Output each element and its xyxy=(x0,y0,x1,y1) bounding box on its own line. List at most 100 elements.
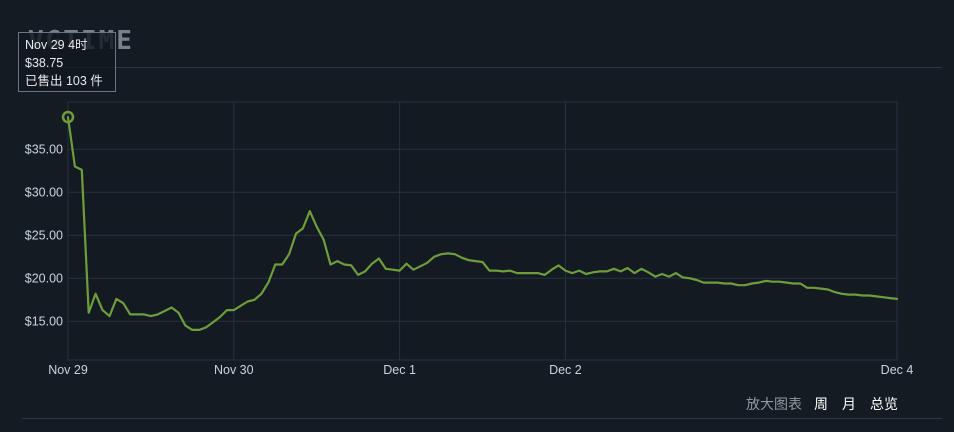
data-point[interactable] xyxy=(431,254,437,260)
data-point[interactable] xyxy=(279,262,285,268)
data-point[interactable] xyxy=(860,293,866,299)
data-point[interactable] xyxy=(694,277,700,283)
data-point[interactable] xyxy=(445,250,451,256)
data-point[interactable] xyxy=(687,275,693,281)
data-point[interactable] xyxy=(480,259,486,265)
zoom-week-button[interactable]: 周 xyxy=(814,396,828,412)
data-point[interactable] xyxy=(804,285,810,291)
data-point[interactable] xyxy=(466,257,472,263)
data-point[interactable] xyxy=(397,268,403,274)
data-point[interactable] xyxy=(424,260,430,266)
data-point[interactable] xyxy=(486,268,492,274)
data-point[interactable] xyxy=(148,313,154,319)
data-point[interactable] xyxy=(597,268,603,274)
data-point[interactable] xyxy=(542,272,548,278)
data-point[interactable] xyxy=(611,266,617,272)
data-point[interactable] xyxy=(549,267,555,273)
data-point[interactable] xyxy=(86,310,92,316)
data-point[interactable] xyxy=(72,164,78,170)
data-point[interactable] xyxy=(666,274,672,280)
data-point[interactable] xyxy=(293,231,299,237)
data-point[interactable] xyxy=(659,271,665,277)
data-point[interactable] xyxy=(708,280,714,286)
data-point[interactable] xyxy=(383,266,389,272)
data-point[interactable] xyxy=(100,307,106,313)
data-point[interactable] xyxy=(176,310,182,316)
data-point[interactable] xyxy=(562,268,568,274)
data-point[interactable] xyxy=(866,293,872,299)
data-point[interactable] xyxy=(887,295,893,301)
data-point[interactable] xyxy=(625,265,631,271)
data-point[interactable] xyxy=(680,274,686,280)
data-point[interactable] xyxy=(217,314,223,320)
data-point[interactable] xyxy=(224,307,230,313)
data-point[interactable] xyxy=(797,281,803,287)
data-point[interactable] xyxy=(120,300,126,306)
data-point[interactable] xyxy=(528,270,534,276)
data-point[interactable] xyxy=(735,282,741,288)
data-point[interactable] xyxy=(473,258,479,264)
data-point[interactable] xyxy=(134,311,140,317)
data-point[interactable] xyxy=(493,268,499,274)
data-point[interactable] xyxy=(832,289,838,295)
zoom-month-button[interactable]: 月 xyxy=(842,396,856,412)
data-point[interactable] xyxy=(169,305,175,311)
data-point[interactable] xyxy=(182,323,188,329)
data-point[interactable] xyxy=(825,287,831,293)
data-point[interactable] xyxy=(245,299,251,305)
data-point[interactable] xyxy=(321,237,327,243)
data-point[interactable] xyxy=(238,303,244,309)
data-point[interactable] xyxy=(770,279,776,285)
data-point[interactable] xyxy=(556,262,562,268)
data-point[interactable] xyxy=(749,281,755,287)
data-point[interactable] xyxy=(362,268,368,274)
data-point[interactable] xyxy=(632,270,638,276)
data-point[interactable] xyxy=(328,262,334,268)
data-point[interactable] xyxy=(500,268,506,274)
data-points[interactable] xyxy=(61,110,900,333)
data-point[interactable] xyxy=(334,258,340,264)
data-point[interactable] xyxy=(452,251,458,257)
data-point[interactable] xyxy=(853,292,859,298)
data-point[interactable] xyxy=(252,297,258,303)
data-point[interactable] xyxy=(645,269,651,275)
data-point[interactable] xyxy=(790,281,796,287)
data-point[interactable] xyxy=(673,270,679,276)
data-point[interactable] xyxy=(196,327,202,333)
data-point[interactable] xyxy=(728,281,734,287)
data-point[interactable] xyxy=(459,255,465,261)
data-point[interactable] xyxy=(763,278,769,284)
data-point[interactable] xyxy=(756,280,762,286)
data-point[interactable] xyxy=(417,263,423,269)
data-point[interactable] xyxy=(355,272,361,278)
data-point[interactable] xyxy=(210,319,216,325)
data-point[interactable] xyxy=(390,267,396,273)
data-point[interactable] xyxy=(272,262,278,268)
data-point[interactable] xyxy=(231,307,237,313)
data-point[interactable] xyxy=(314,224,320,230)
data-point[interactable] xyxy=(438,251,444,257)
data-point[interactable] xyxy=(514,270,520,276)
data-point[interactable] xyxy=(307,208,313,214)
data-point[interactable] xyxy=(107,313,113,319)
data-point[interactable] xyxy=(576,268,582,274)
data-point[interactable] xyxy=(818,286,824,292)
data-point[interactable] xyxy=(535,270,541,276)
data-point[interactable] xyxy=(189,327,195,333)
data-point[interactable] xyxy=(701,280,707,286)
data-point[interactable] xyxy=(839,291,845,297)
data-point[interactable] xyxy=(155,311,161,317)
data-point[interactable] xyxy=(286,251,292,257)
data-point[interactable] xyxy=(65,114,71,120)
data-point[interactable] xyxy=(873,293,879,299)
data-point[interactable] xyxy=(79,167,85,173)
data-point[interactable] xyxy=(894,296,900,302)
data-point[interactable] xyxy=(404,261,410,267)
data-point[interactable] xyxy=(376,256,382,262)
data-point[interactable] xyxy=(880,294,886,300)
data-point[interactable] xyxy=(811,285,817,291)
data-point[interactable] xyxy=(784,280,790,286)
data-point[interactable] xyxy=(369,261,375,267)
data-point[interactable] xyxy=(93,291,99,297)
